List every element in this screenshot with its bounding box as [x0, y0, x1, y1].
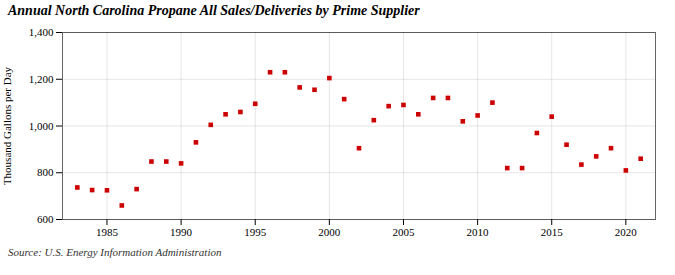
svg-text:2010: 2010: [467, 226, 490, 238]
svg-text:Thousand Gallons per Day: Thousand Gallons per Day: [1, 66, 13, 185]
html-text:Source: U.S. Energy Informatio: Source: U.S. Energy Information Administ…: [8, 246, 222, 258]
svg-text:1,200: 1,200: [29, 73, 54, 85]
svg-text:600: 600: [37, 213, 54, 225]
html-text:Annual North Carolina Propane: Annual North Carolina Propane All Sales/…: [8, 3, 420, 18]
svg-text:800: 800: [37, 166, 54, 178]
svg-text:1995: 1995: [244, 226, 267, 238]
svg-text:1990: 1990: [170, 226, 193, 238]
svg-text:2020: 2020: [615, 226, 638, 238]
svg-text:2015: 2015: [541, 226, 564, 238]
svg-text:1,400: 1,400: [29, 26, 54, 38]
svg-text:1,000: 1,000: [29, 120, 54, 132]
svg-text:1985: 1985: [96, 226, 119, 238]
svg-text:2005: 2005: [392, 226, 415, 238]
svg-text:2000: 2000: [318, 226, 341, 238]
